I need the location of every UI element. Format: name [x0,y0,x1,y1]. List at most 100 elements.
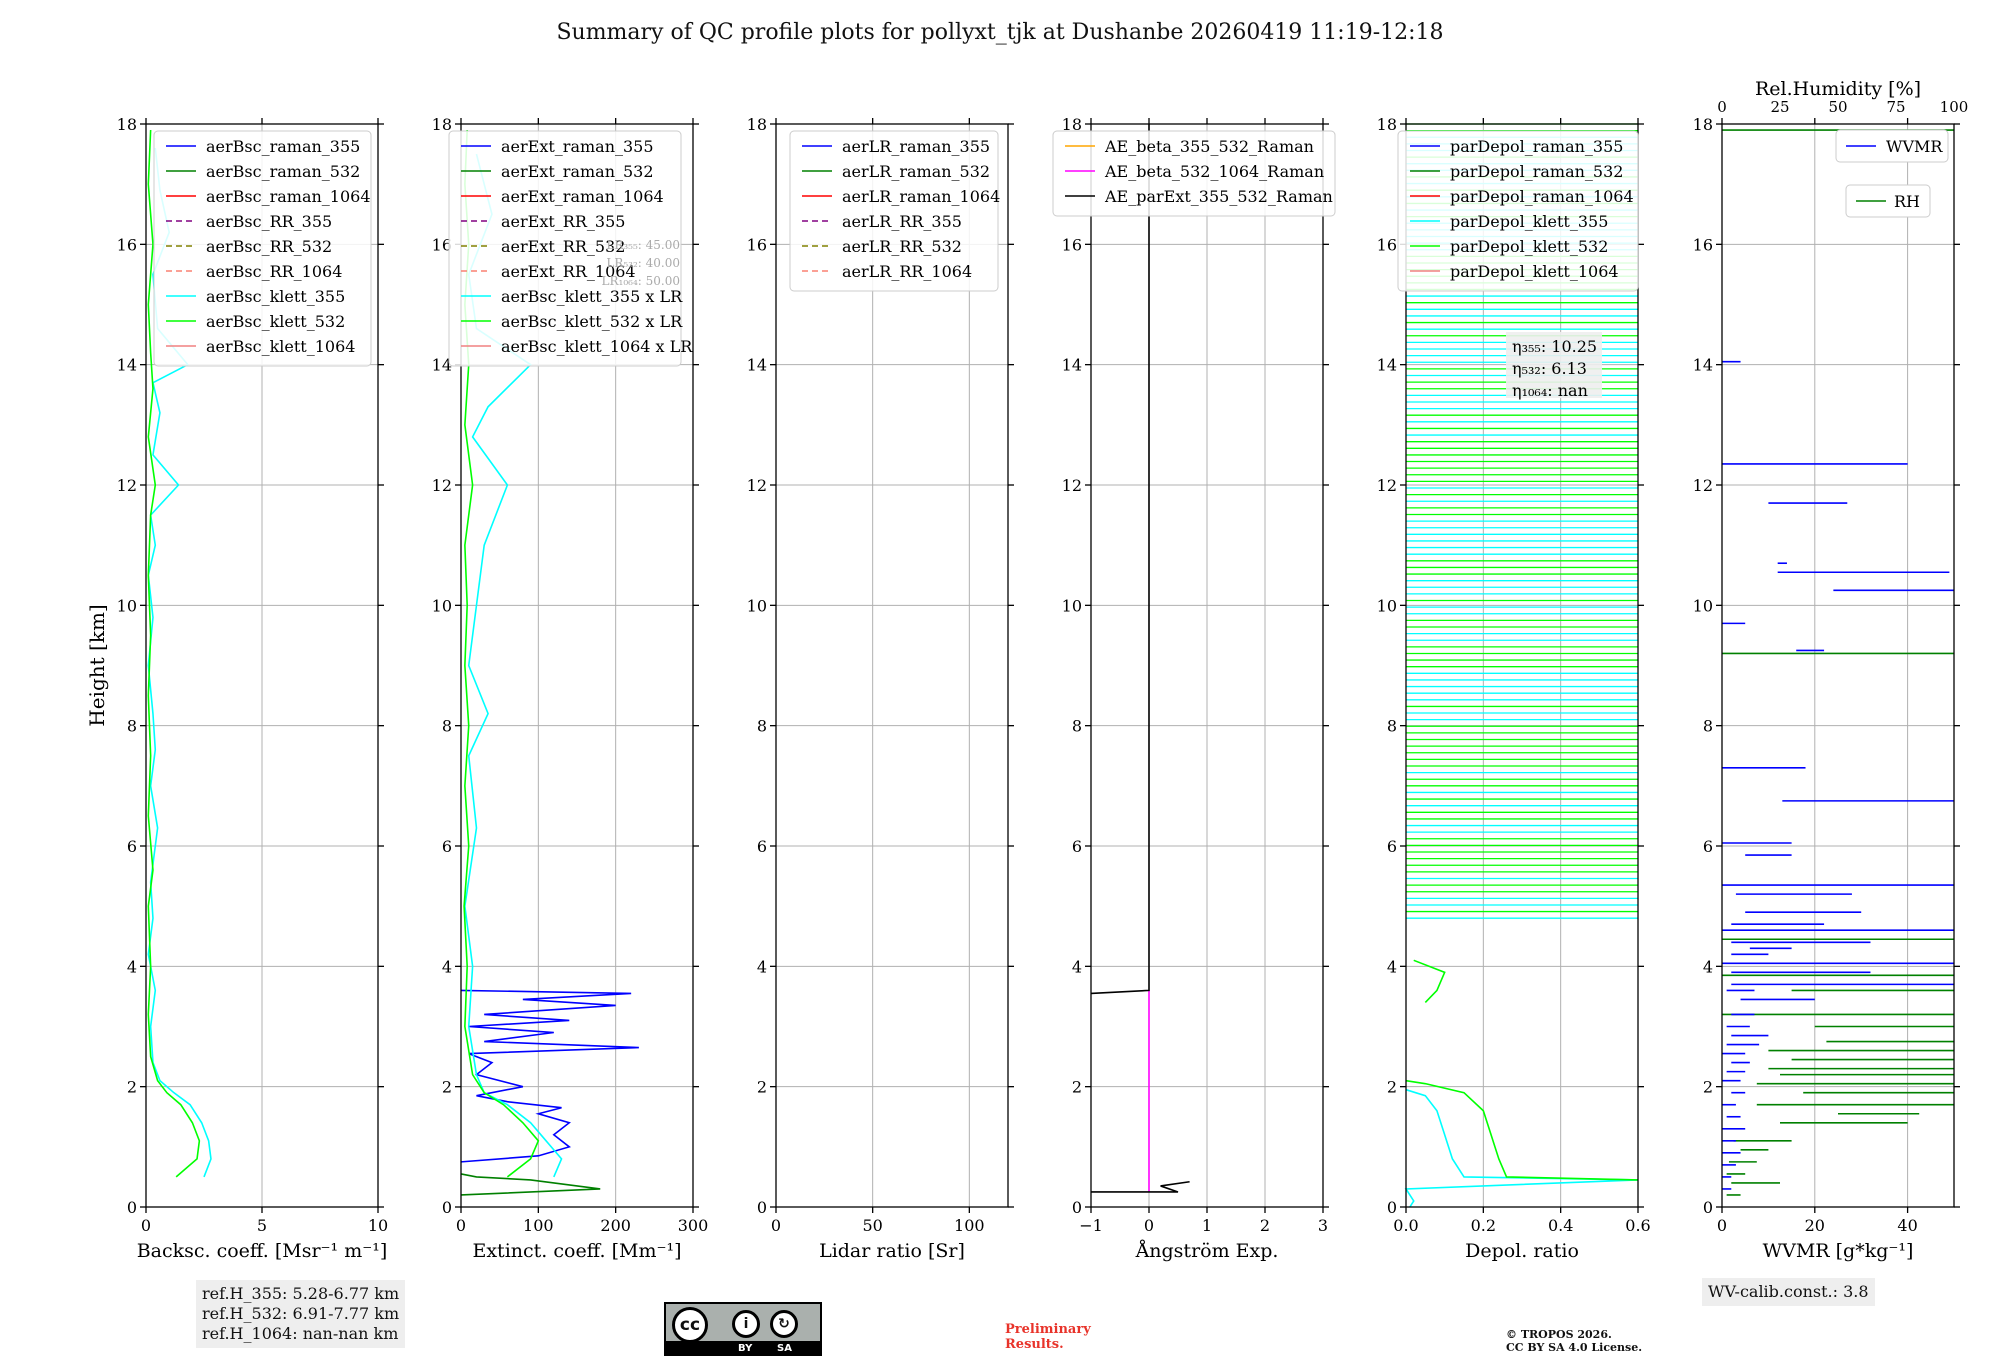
y-tick-label: 0 [442,1198,452,1217]
y-tick-label: 10 [1062,596,1082,615]
figure-title: Summary of QC profile plots for pollyxt_… [556,20,1444,45]
panel-2: 0 100 200 300 0 2 4 6 8 10 12 14 16 18 Extinct. coeff.… [432,115,709,1262]
legend-box [1397,130,1639,292]
legend-label: aerLR_RR_355 [842,212,962,231]
legend-label: aerBsc_klett_355 [206,287,345,306]
y-tick-label: 10 [117,596,137,615]
wv-calibration-text: WV-calib.const.: 3.8 [1708,1282,1869,1301]
y-tick-label: 2 [1072,1078,1082,1097]
x-tick-label: 0.6 [1625,1216,1650,1235]
lidar-ratio-note: LR₃₅₅: 45.00 [606,238,680,252]
cc-badge-sa: SA [777,1343,792,1354]
legend-label: aerBsc_klett_532 x LR [501,312,683,331]
eta-value: η₅₃₂: 6.13 [1512,359,1587,378]
cc-badge-by: BY [738,1343,753,1354]
y-tick-label: 14 [1377,356,1397,375]
legend-label: AE_beta_355_532_Raman [1104,137,1314,156]
legend-label: aerBsc_raman_532 [206,162,360,181]
eta-annotation: η₃₅₅: 10.25 η₅₃₂: 6.13 η₁₀₆₄: nan [1506,332,1602,400]
legend-box [448,130,682,367]
x-tick-label: 0 [141,1216,151,1235]
x-tick-label: 0 [456,1216,466,1235]
x-axis-label: WVMR [g*kg⁻¹] [1763,1240,1914,1262]
x-tick-label: 50 [862,1216,882,1235]
legend-label: aerBsc_klett_532 [206,312,345,331]
y-tick-label: 18 [1693,115,1713,134]
legend-label: aerBsc_RR_1064 [206,262,342,281]
y-tick-label: 0 [1387,1198,1397,1217]
legend-rh: RH [1845,184,1931,218]
legend: AE_beta_355_532_Raman AE_beta_532_1064_Ra… [1052,130,1336,217]
legend: aerBsc_raman_355 aerBsc_raman_532 aerBsc_r… [153,130,372,367]
series-line [1404,1088,1639,1208]
y-tick-label: 16 [1377,235,1397,254]
y-tick-label: 2 [1387,1078,1397,1097]
legend-label: parDepol_raman_355 [1450,137,1623,156]
legend-label: WVMR [1886,137,1943,156]
y-tick-label: 2 [442,1078,452,1097]
legend: aerLR_raman_355 aerLR_raman_532 aerLR_rama… [789,130,1000,292]
y-tick-label: 14 [747,356,767,375]
legend-label: aerExt_RR_532 [501,237,625,256]
y-tick-label: 6 [1703,837,1713,856]
lidar-ratio-note: LR₅₃₂: 40.00 [606,256,680,270]
legend-label: aerLR_RR_532 [842,237,962,256]
legend-label: parDepol_raman_532 [1450,162,1623,181]
x-axis-label: Extinct. coeff. [Mm⁻¹] [472,1240,681,1262]
legend-label: parDepol_klett_355 [1450,212,1608,231]
x-tick-label: 0.2 [1471,1216,1496,1235]
x-tick-label: 200 [600,1216,631,1235]
y-tick-label: 6 [442,837,452,856]
y-tick-label: 8 [1703,717,1713,736]
legend-label: aerLR_raman_532 [842,162,990,181]
legend-label: parDepol_klett_532 [1450,237,1608,256]
cc-license-badge: cc i ↻ BY SA [664,1302,822,1356]
x-tick-label: 0 [1717,1216,1727,1235]
legend: parDepol_raman_355 parDepol_raman_532 parD… [1397,130,1639,292]
y-tick-label: 14 [432,356,452,375]
y-tick-label: 4 [442,957,452,976]
eta-value: η₁₀₆₄: nan [1512,381,1588,400]
x-tick-label: 100 [954,1216,985,1235]
legend-label: aerExt_RR_355 [501,212,625,231]
copyright-note: © TROPOS 2026. CC BY SA 4.0 License. [1506,1328,1642,1354]
legend-box [1845,184,1931,218]
x-tick-label: 3 [1318,1216,1328,1235]
y-tick-label: 6 [1072,837,1082,856]
y-tick-label: 2 [1703,1078,1713,1097]
share-alike-icon: ↻ [770,1310,798,1338]
x-tick-label: 10 [368,1216,388,1235]
copyright-line-1: © TROPOS 2026. [1506,1328,1612,1341]
y-tick-label: 0 [127,1198,137,1217]
copyright-line-2: CC BY SA 4.0 License. [1506,1341,1643,1354]
plot-frame [460,123,694,1208]
x-tick-label: 20 [1805,1216,1825,1235]
y-tick-label: 6 [127,837,137,856]
legend-label: aerBsc_klett_1064 [206,337,355,356]
preliminary-line-2: Results. [1005,1337,1064,1352]
x2-axis-label: Rel.Humidity [%] [1755,78,1921,100]
series-line [1413,959,1446,1003]
attribution-icon: i [732,1310,760,1338]
series-line [1090,124,1150,995]
x-tick-label: 300 [678,1216,709,1235]
series-line [460,989,639,1163]
y-tick-label: 12 [1693,476,1713,495]
y-tick-label: 16 [117,235,137,254]
x-tick-label: 0 [771,1216,781,1235]
panel-5: 0.0 0.2 0.4 0.6 0 2 4 6 8 10 12 14 16 18 Depol. ratio p… [1377,115,1651,1262]
cc-icon: cc [672,1307,708,1343]
y-tick-label: 18 [747,115,767,134]
legend-label: RH [1894,192,1920,211]
y-tick-label: 16 [747,235,767,254]
y-tick-label: 16 [1693,235,1713,254]
legend-label: aerExt_RR_1064 [501,262,636,281]
legend-label: aerBsc_RR_532 [206,237,332,256]
legend-label: aerLR_raman_1064 [842,187,1000,206]
reference-heights-box: ref.H_355: 5.28-6.77 km ref.H_532: 6.91-… [196,1280,406,1348]
y-tick-label: 6 [757,837,767,856]
y-tick-label: 0 [1703,1198,1713,1217]
series-line [147,129,201,1178]
x2-tick-label: 25 [1770,98,1789,116]
